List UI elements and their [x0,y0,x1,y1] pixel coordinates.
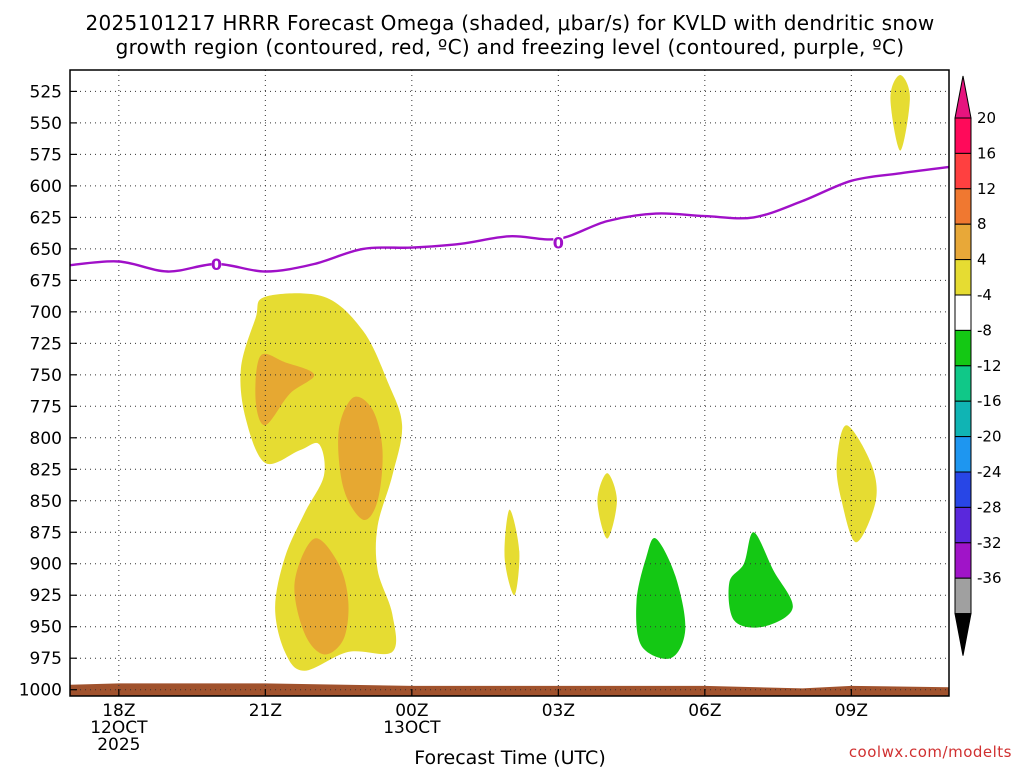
y-tick-label-1000: 1000 [19,681,62,701]
colorbar-top-arrow [954,75,972,119]
colorbar-segment-5 [954,294,972,331]
colorbar-label-6: -8 [977,321,992,339]
colorbar-label-13: -36 [977,569,1002,587]
omega-region-1 [255,353,315,426]
colorbar-segment-9 [954,436,972,473]
colorbar-label-12: -32 [977,534,1002,552]
y-tick-label-600: 600 [30,177,62,197]
chart-title-line-2: growth region (contoured, red, ºC) and f… [116,35,905,59]
colorbar-label-11: -28 [977,498,1002,516]
plot-frame [69,69,950,697]
y-tick-label-625: 625 [30,208,62,228]
y-tick-label-875: 875 [30,523,62,543]
colorbar-label-10: -24 [977,463,1002,481]
omega-region-3 [294,538,349,655]
y-tick-label-950: 950 [30,618,62,638]
freezing-level-label-1: 0 [553,234,564,253]
colorbar-segment-1 [954,152,972,190]
grid-lines [70,70,949,696]
colorbar-segment-13 [954,577,972,615]
omega-region-2 [338,396,383,520]
x-tick-label-0-0: 18Z [102,701,135,721]
y-tick-label-675: 675 [30,271,62,291]
y-tick-label-725: 725 [30,334,62,354]
colorbar-label-2: 12 [977,180,996,198]
colorbar-segment-10 [954,471,972,508]
omega-region-5 [597,473,617,539]
colorbar-segment-0 [954,117,972,154]
colorbar: 20 16 12 8 4 -4 -8 -12 -16 -20 -24 -28 -32 -36 [954,75,1002,656]
colorbar-segment-2 [954,188,972,225]
freezing-label-bg-0 [211,256,222,271]
omega-region-4 [504,509,520,596]
x-tick-label-6-1: 13OCT [383,718,441,738]
x-axis-label: Forecast Time (UTC) [414,747,605,768]
colorbar-segment-6 [954,329,972,367]
colorbar-label-8: -16 [977,392,1002,410]
y-tick-label-550: 550 [30,114,62,134]
colorbar-segment-11 [954,506,972,544]
colorbar-label-0: 20 [977,109,996,127]
colorbar-label-7: -12 [977,357,1002,375]
y-tick-label-525: 525 [30,82,62,102]
y-tick-label-975: 975 [30,649,62,669]
x-tick-label-0-2: 2025 [97,735,140,755]
y-tick-label-775: 775 [30,397,62,417]
colorbar-label-3: 8 [977,215,987,233]
freezing-level-label-0: 0 [211,255,222,274]
y-tick-label-850: 850 [30,492,62,512]
x-tick-label-15-0: 09Z [835,701,868,721]
terrain-layer [70,683,949,696]
colorbar-label-9: -20 [977,428,1002,446]
freezing-level-layer: 00 [69,165,950,274]
chart-title-line-1: 2025101217 HRRR Forecast Omega (shaded, … [85,11,934,35]
omega-region-9 [728,532,793,628]
y-tick-label-800: 800 [30,429,62,449]
freezing-label-bg-1 [553,235,564,250]
omega-region-7 [890,75,910,151]
omega-region-8 [636,538,686,659]
colorbar-label-5: -4 [977,286,992,304]
colorbar-segment-8 [954,400,972,438]
x-tick-label-6-0: 00Z [395,701,428,721]
y-tick-label-925: 925 [30,586,62,606]
y-tick-label-650: 650 [30,240,62,260]
colorbar-segment-4 [954,259,972,296]
y-axis: 525 550 575 600 625 650 675 700 725 750 775 800 825 8… [19,82,77,701]
colorbar-bottom-arrow [954,613,972,656]
colorbar-label-1: 16 [977,144,996,162]
terrain-fill [70,683,949,696]
omega-region-6 [836,425,877,543]
colorbar-segment-3 [954,223,972,261]
source-credit: coolwx.com/modelts [849,743,1012,761]
y-tick-label-900: 900 [30,555,62,575]
y-tick-label-825: 825 [30,460,62,480]
x-tick-label-3-0: 21Z [249,701,282,721]
colorbar-label-4: 4 [977,251,987,269]
colorbar-segment-12 [954,542,972,579]
omega-shading [240,75,910,671]
y-tick-label-700: 700 [30,303,62,323]
x-tick-label-9-0: 03Z [542,701,575,721]
colorbar-segment-7 [954,365,972,402]
freezing-level-line [69,165,950,273]
x-tick-label-0-1: 12OCT [90,718,148,738]
y-tick-label-750: 750 [30,366,62,386]
x-tick-label-12-0: 06Z [688,701,721,721]
y-tick-label-575: 575 [30,145,62,165]
